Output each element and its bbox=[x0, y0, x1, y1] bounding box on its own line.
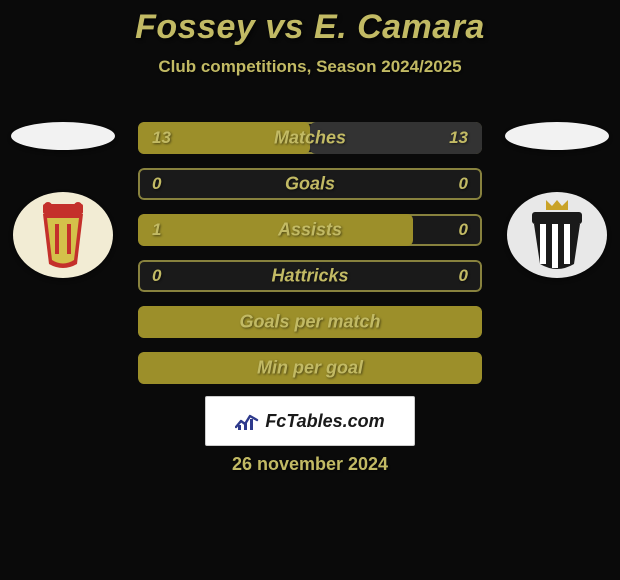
source-brand: FcTables.com bbox=[265, 411, 384, 432]
stat-row: Hattricks0 0 bbox=[138, 260, 482, 292]
chart-icon bbox=[235, 411, 259, 431]
stat-value-left: 1 bbox=[152, 220, 161, 240]
stat-row: Goals per match bbox=[138, 306, 482, 338]
stat-value-left: 13 bbox=[152, 128, 171, 148]
right-team-column bbox=[502, 122, 612, 278]
source-logo-card: FcTables.com bbox=[205, 396, 415, 446]
crest-left bbox=[13, 192, 113, 278]
stat-row: Assists1 0 bbox=[138, 214, 482, 246]
crest-right bbox=[507, 192, 607, 278]
crest-right-icon bbox=[526, 198, 588, 272]
stat-value-right: 0 bbox=[459, 220, 468, 240]
stat-label: Matches bbox=[138, 128, 482, 149]
comparison-card: Fossey vs E. Camara Club competitions, S… bbox=[0, 0, 620, 580]
stat-value-right: 13 bbox=[449, 128, 468, 148]
left-team-column bbox=[8, 122, 118, 278]
stats-area: Matches1313Goals00Assists10Hattricks00Go… bbox=[138, 122, 482, 384]
stat-label: Assists bbox=[138, 220, 482, 241]
stat-value-left: 0 bbox=[152, 174, 161, 194]
crest-left-icon bbox=[33, 200, 93, 270]
player-disc-right bbox=[505, 122, 609, 150]
stat-label: Goals bbox=[138, 174, 482, 195]
stat-row: Goals0 0 bbox=[138, 168, 482, 200]
player-disc-left bbox=[11, 122, 115, 150]
stat-label: Goals per match bbox=[138, 312, 482, 333]
subtitle: Club competitions, Season 2024/2025 bbox=[0, 57, 620, 77]
stat-value-right: 0 bbox=[459, 174, 468, 194]
stat-row: Matches13 13 bbox=[138, 122, 482, 154]
stat-value-left: 0 bbox=[152, 266, 161, 286]
stat-value-right: 0 bbox=[459, 266, 468, 286]
stat-label: Hattricks bbox=[138, 266, 482, 287]
stat-label: Min per goal bbox=[138, 358, 482, 379]
page-title: Fossey vs E. Camara bbox=[0, 8, 620, 47]
date-text: 26 november 2024 bbox=[0, 454, 620, 475]
stat-row: Min per goal bbox=[138, 352, 482, 384]
